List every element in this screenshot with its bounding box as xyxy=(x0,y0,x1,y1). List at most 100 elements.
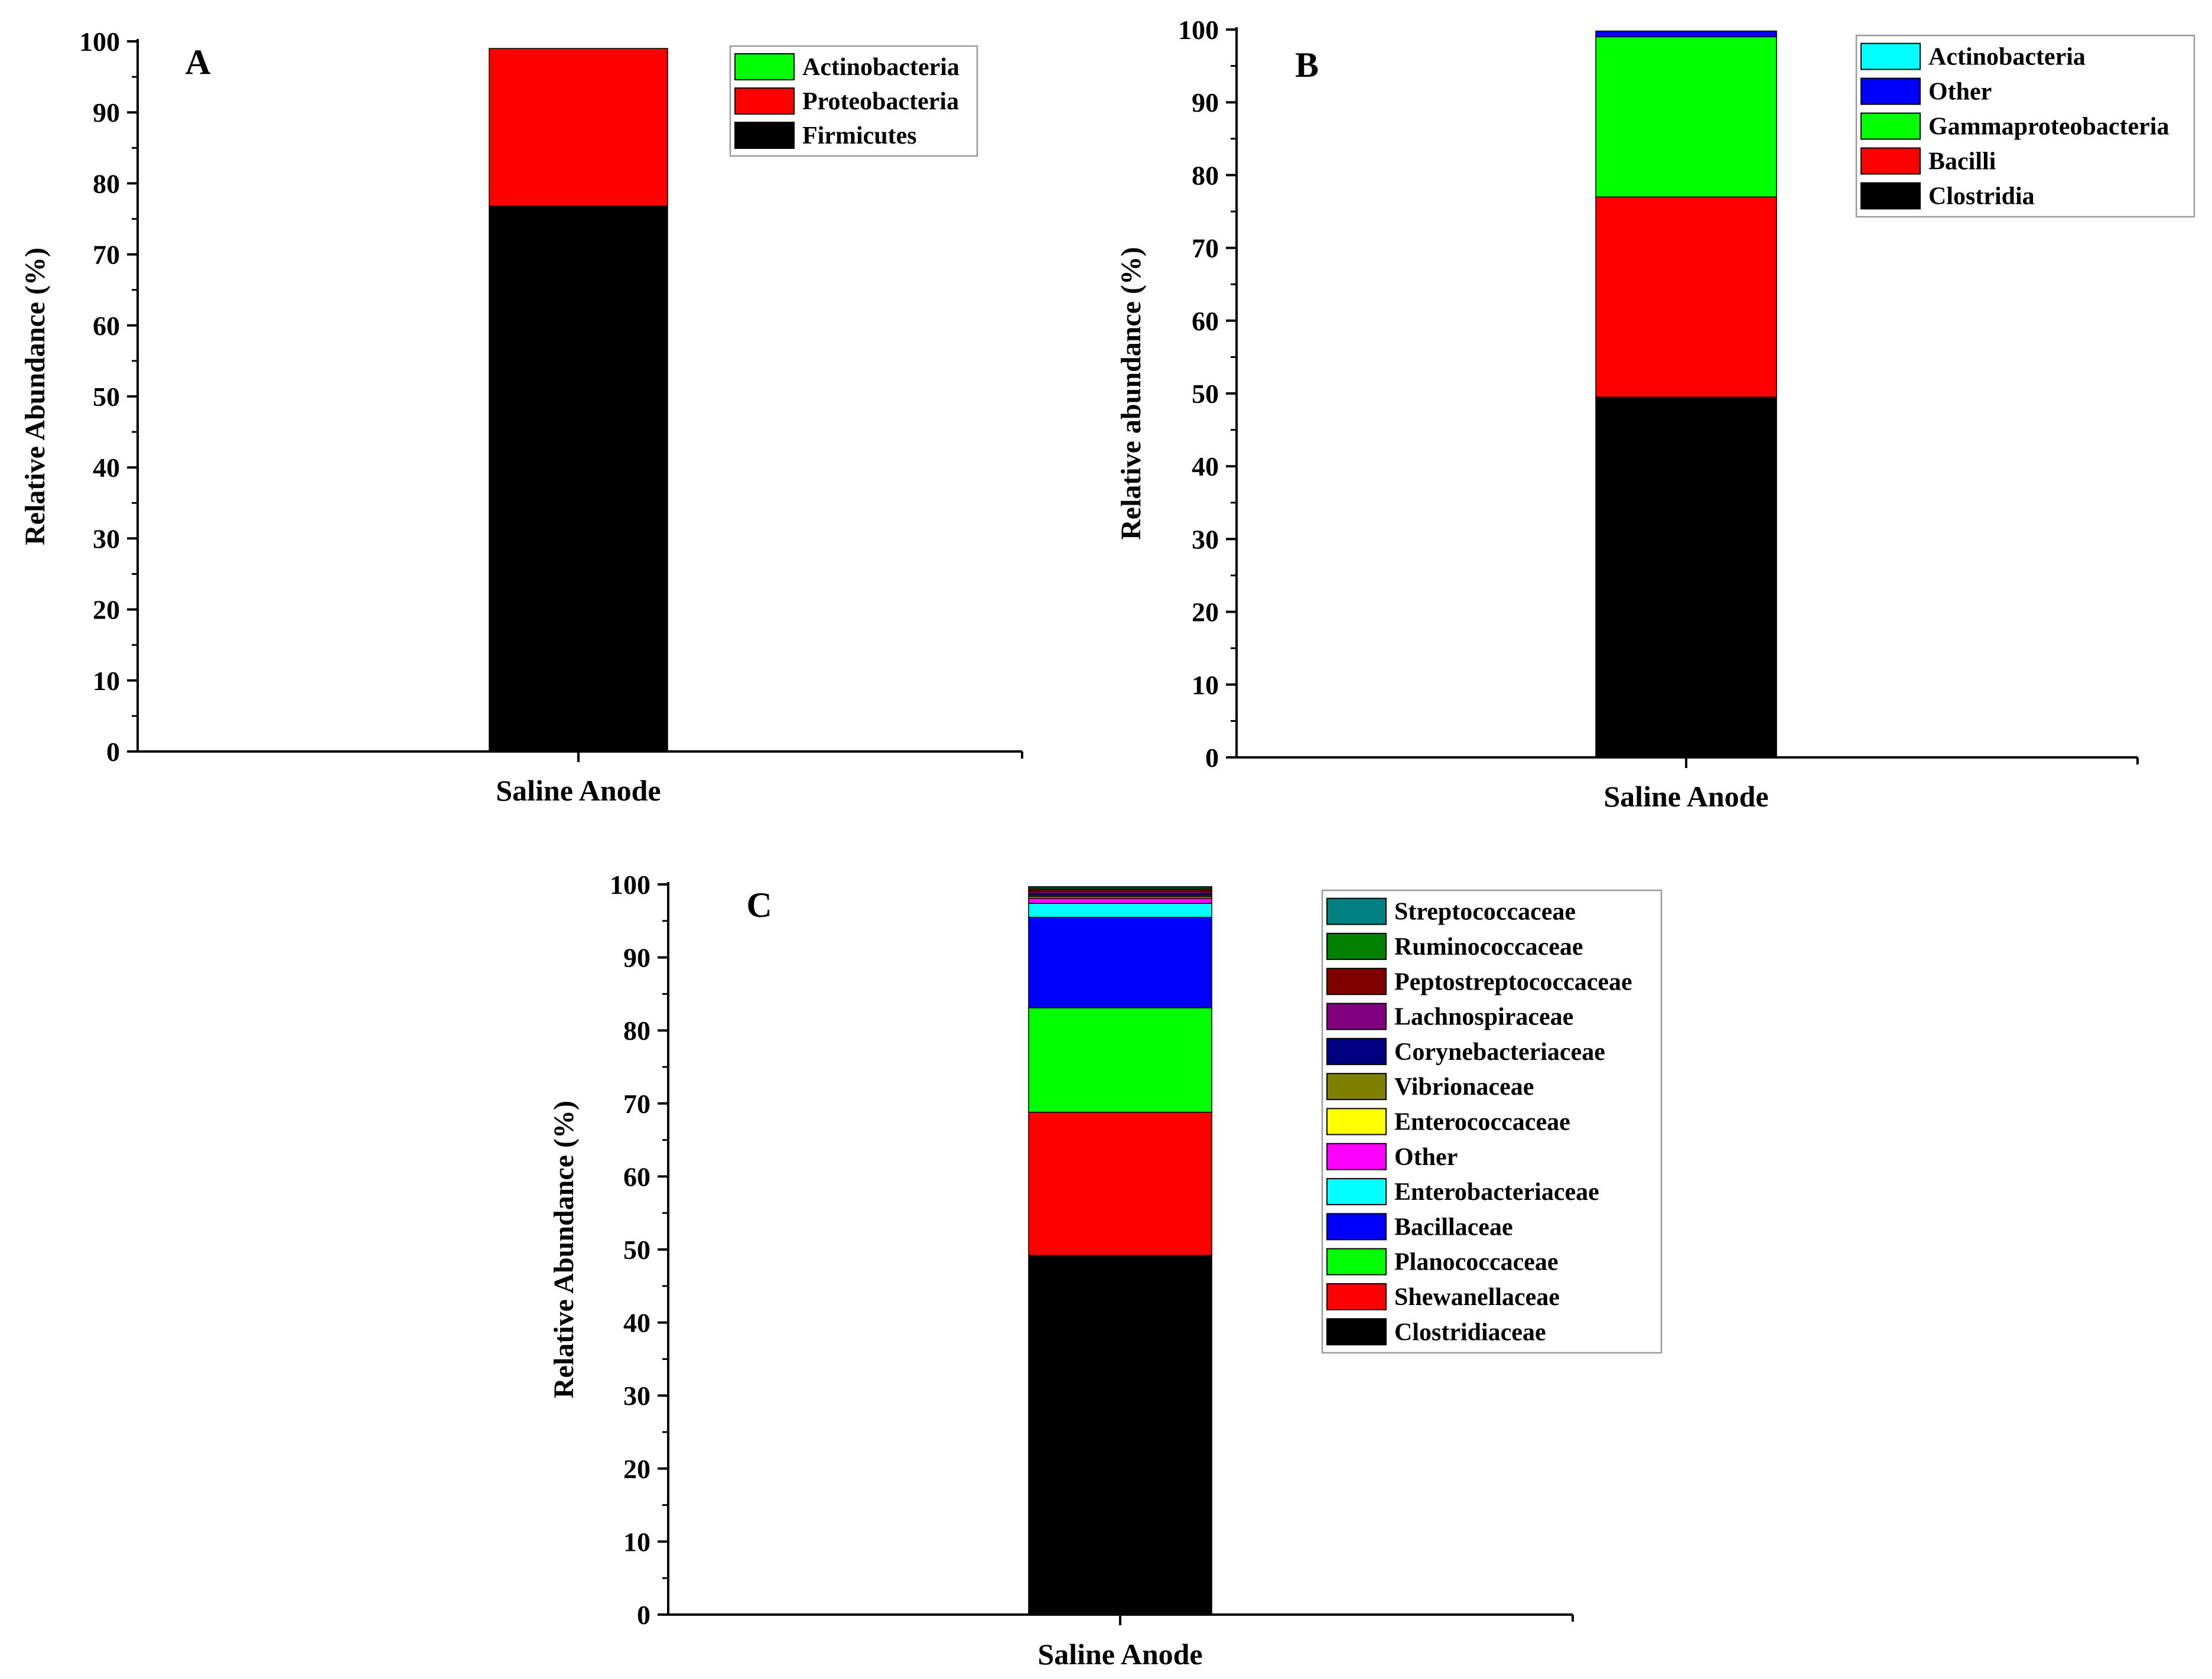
panel-b-ytick-label-50: 50 xyxy=(1192,379,1219,409)
panel-b-bar-gammaproteobacteria xyxy=(1595,36,1777,198)
panel-a-legend-swatch-proteobacteria xyxy=(734,87,795,115)
panel-c-legend-label-enterococcaceae: Enterococcaceae xyxy=(1394,1108,1570,1135)
panel-c-letter: C xyxy=(746,886,772,925)
panel-c-legend-swatch-bacillaceae xyxy=(1326,1213,1387,1241)
panel-b-legend-swatch-other xyxy=(1860,77,1921,105)
panel-b-ytick-label-70: 70 xyxy=(1192,233,1219,263)
panel-c-xtick-label: Saline Anode xyxy=(1037,1638,1202,1671)
panel-b-legend-swatch-bacilli xyxy=(1860,147,1921,175)
panel-c-bar-shewanellaceae xyxy=(1028,1111,1212,1256)
panel-c-legend-label-clostridiaceae: Clostridiaceae xyxy=(1394,1319,1546,1346)
panel-b-ytick-label-100: 100 xyxy=(1178,15,1219,45)
panel-b-legend-label-gammaproteobacteria: Gammaproteobacteria xyxy=(1928,113,2169,141)
panel-b-ylabel: Relative abundance (%) xyxy=(1115,247,1147,540)
panel-a-letter: A xyxy=(185,43,210,82)
panel-c-legend-swatch-ruminococcaceae xyxy=(1326,932,1387,960)
panel-b-legend-swatch-actinobacteria xyxy=(1860,43,1921,70)
panel-a-bar-firmicutes xyxy=(489,206,668,752)
panel-a-legend: Actinobacteria Proteobacteria Firmicutes xyxy=(729,45,978,157)
panel-c-legend-label-bacillaceae: Bacillaceae xyxy=(1394,1213,1513,1241)
panel-c-legend-label-peptostreptococcaceae: Peptostreptococcaceae xyxy=(1394,968,1632,995)
panel-a-ytick-label-70: 70 xyxy=(93,240,120,270)
panel-b-ytick-label-20: 20 xyxy=(1192,597,1219,627)
panel-b-legend-label-bacilli: Bacilli xyxy=(1928,148,1996,175)
panel-c-legend-label-enterobacteriaceae: Enterobacteriaceae xyxy=(1394,1179,1599,1206)
panel-c-chart: 0 10 20 30 40 50 60 70 80 90 100 Saline Anode Relati… xyxy=(548,870,1663,1671)
panel-c-legend: Streptococcaceae Ruminococcaceae Peptostre… xyxy=(1321,889,1663,1354)
panel-a-legend-label-firmicutes: Firmicutes xyxy=(802,122,917,149)
panel-a-bar-proteobacteria xyxy=(489,48,668,207)
panel-a-legend-swatch-actinobacteria xyxy=(734,53,795,80)
panel-a-ytick-label-0: 0 xyxy=(106,737,120,767)
panel-b-chart: 0 10 20 30 40 50 60 70 80 90 100 Saline Anode Relati… xyxy=(1115,15,2195,813)
panel-c-legend-swatch-shewanellaceae xyxy=(1326,1283,1387,1310)
panel-c-ytick-label-80: 80 xyxy=(623,1016,650,1046)
panel-c-ytick-label-0: 0 xyxy=(637,1600,650,1630)
panel-b-legend-label-actinobacteria: Actinobacteria xyxy=(1928,44,2086,71)
panel-c-ytick-label-40: 40 xyxy=(623,1308,650,1338)
panel-c-ytick-label-90: 90 xyxy=(623,943,650,973)
panel-c-bar-other xyxy=(1028,897,1212,904)
panel-c-bar-planococcaceae xyxy=(1028,1007,1212,1113)
panel-c-legend-swatch-enterococcaceae xyxy=(1326,1108,1387,1135)
panel-c-legend-swatch-peptostreptococcaceae xyxy=(1326,968,1387,995)
panel-a-legend-label-proteobacteria: Proteobacteria xyxy=(802,88,959,115)
panel-c-ytick-label-70: 70 xyxy=(623,1089,650,1119)
panel-b-xtick-label: Saline Anode xyxy=(1603,780,1768,813)
panel-b-bar-bacilli xyxy=(1595,196,1777,398)
panel-b-legend-label-other: Other xyxy=(1928,79,1992,106)
panel-c-legend-swatch-lachnospiraceae xyxy=(1326,1003,1387,1030)
panel-b-letter: B xyxy=(1295,45,1319,84)
panel-b-legend-label-clostridia: Clostridia xyxy=(1928,183,2035,210)
panel-c-bar-clostridiaceae xyxy=(1028,1255,1212,1615)
panel-b-legend-swatch-clostridia xyxy=(1860,182,1921,210)
panel-c-ylabel: Relative Abundance (%) xyxy=(548,1101,580,1398)
panel-a-ytick-label-10: 10 xyxy=(93,666,120,696)
panel-b-bar-clostridia xyxy=(1595,396,1777,758)
panel-a-ytick-label-80: 80 xyxy=(93,168,120,199)
panel-c-legend-label-ruminococcaceae: Ruminococcaceae xyxy=(1394,933,1583,961)
panel-a-legend-swatch-firmicutes xyxy=(734,122,795,149)
panel-a-ytick-label-60: 60 xyxy=(93,311,120,341)
panel-a-ytick-label-30: 30 xyxy=(93,523,120,554)
panel-a-chart: 0 10 20 30 40 50 60 70 80 90 100 Saline Anode Relati… xyxy=(19,27,1023,807)
panel-c-bar-streptococcaceae xyxy=(1028,886,1212,889)
panel-c-legend-swatch-clostridiaceae xyxy=(1326,1318,1387,1346)
panel-c-legend-swatch-other xyxy=(1326,1143,1387,1170)
panel-c-legend-label-planococcaceae: Planococcaceae xyxy=(1394,1249,1559,1276)
panel-a-legend-label-actinobacteria: Actinobacteria xyxy=(802,54,959,81)
panel-b-ytick-label-40: 40 xyxy=(1192,451,1219,481)
panel-c-ytick-label-10: 10 xyxy=(623,1527,650,1557)
panel-b-ytick-label-90: 90 xyxy=(1192,87,1219,118)
panel-c-legend-swatch-enterobacteriaceae xyxy=(1326,1178,1387,1206)
panel-c-legend-label-streptococcaceae: Streptococcaceae xyxy=(1394,899,1576,926)
panel-c-legend-swatch-corynebacteriaceae xyxy=(1326,1037,1387,1065)
panel-b-ytick-label-0: 0 xyxy=(1205,743,1219,773)
panel-c-bar-enterobacteriaceae xyxy=(1028,903,1212,918)
panel-a-ytick-label-50: 50 xyxy=(93,382,120,412)
panel-c-ytick-label-50: 50 xyxy=(623,1235,650,1265)
panel-a-xtick-label: Saline Anode xyxy=(496,774,661,807)
panel-c-bar-bacillaceae xyxy=(1028,916,1212,1008)
panel-b-ytick-label-60: 60 xyxy=(1192,306,1219,336)
panel-a-ytick-label-40: 40 xyxy=(93,453,120,483)
panel-b-legend: Actinobacteria Other Gammaproteobacteria Ba… xyxy=(1855,34,2195,218)
panel-b-ytick-label-10: 10 xyxy=(1192,670,1219,700)
panel-c-legend-swatch-streptococcaceae xyxy=(1326,897,1387,925)
panel-c-legend-swatch-vibrionaceae xyxy=(1326,1073,1387,1101)
panel-b-ytick-label-80: 80 xyxy=(1192,160,1219,190)
panel-c-ytick-label-60: 60 xyxy=(623,1161,650,1192)
panel-a-ytick-label-100: 100 xyxy=(79,27,120,57)
panel-c-ytick-label-20: 20 xyxy=(623,1454,650,1484)
panel-a-ylabel: Relative Abundance (%) xyxy=(19,248,51,545)
panel-c-ytick-label-30: 30 xyxy=(623,1381,650,1411)
panel-c-legend-label-vibrionaceae: Vibrionaceae xyxy=(1394,1073,1534,1101)
panel-c-legend-label-corynebacteriaceae: Corynebacteriaceae xyxy=(1394,1039,1605,1066)
panel-c-legend-label-shewanellaceae: Shewanellaceae xyxy=(1394,1284,1560,1311)
panel-c-legend-swatch-planococcaceae xyxy=(1326,1248,1387,1275)
panel-b-bar-other xyxy=(1595,30,1777,38)
panel-c-legend-label-other: Other xyxy=(1394,1144,1458,1171)
panel-b-legend-swatch-gammaproteobacteria xyxy=(1860,112,1921,140)
